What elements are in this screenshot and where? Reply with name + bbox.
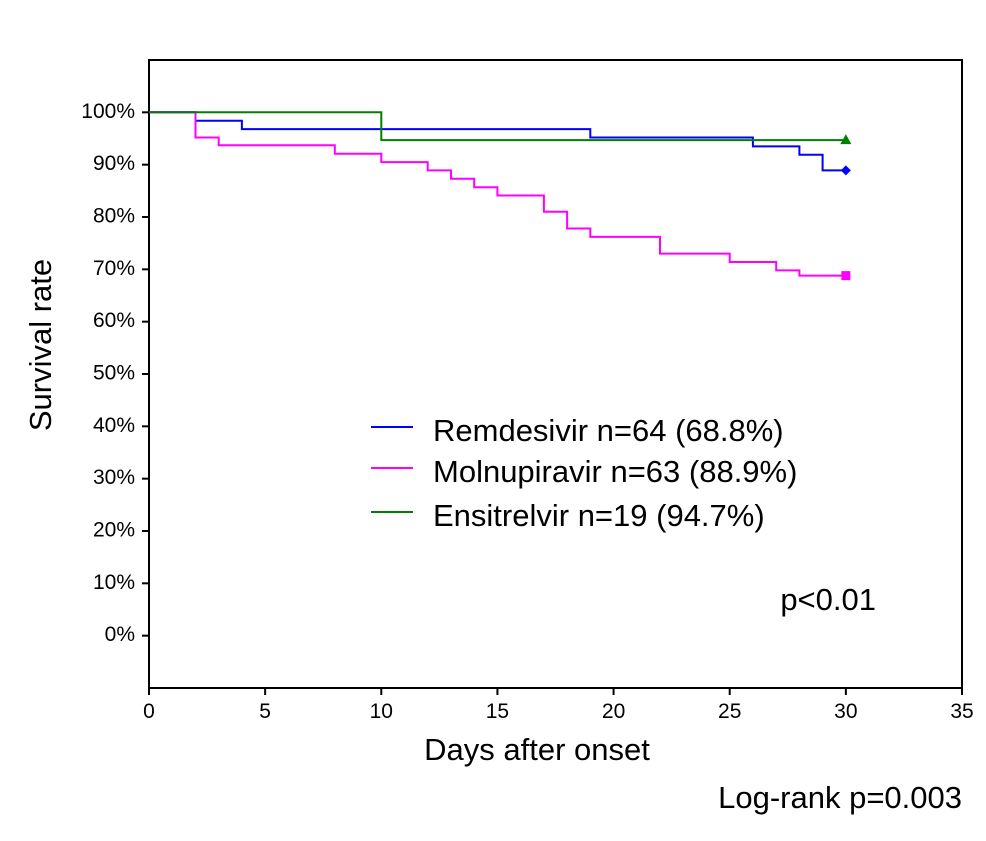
y-tick-label-100: 100% — [81, 100, 135, 123]
legend-label-ensitrelvir: Ensitrelvir n=19 (94.7%) — [433, 498, 765, 533]
y-tick-label-80: 80% — [93, 205, 135, 228]
log-rank-annotation: Log-rank p=0.003 — [718, 780, 962, 815]
legend-label-molnupiravir: Molnupiravir n=63 (88.9%) — [433, 454, 797, 489]
series-line-remdesivir — [149, 111, 846, 172]
y-axis-title: Survival rate — [23, 259, 58, 431]
end-marker-molnupiravir — [841, 271, 851, 281]
y-tick-label-90: 90% — [93, 152, 135, 175]
end-marker-ensitrelvir — [840, 134, 852, 145]
p-value-annotation: p<0.01 — [780, 582, 876, 617]
x-tick-label-30: 30 — [834, 700, 857, 723]
y-tick-label-20: 20% — [93, 519, 135, 542]
x-tick-label-15: 15 — [486, 700, 509, 723]
y-tick-label-10: 10% — [93, 571, 135, 594]
y-tick-label-0: 0% — [105, 623, 135, 646]
x-tick-label-0: 0 — [143, 700, 155, 723]
series-layer — [149, 111, 846, 277]
x-tick-label-35: 35 — [950, 700, 973, 723]
y-tick-label-40: 40% — [93, 414, 135, 437]
series-line-molnupiravir — [149, 111, 846, 277]
y-tick-label-30: 30% — [93, 466, 135, 489]
x-axis-ticks: 0 5 10 15 20 25 30 35 — [143, 688, 974, 723]
end-markers — [840, 134, 852, 281]
series-line-ensitrelvir — [149, 111, 846, 142]
end-marker-remdesivir — [840, 165, 851, 176]
y-axis-ticks: 100% 90% 80% 70% 60% 50% 40% 30% 20% 10% 0% — [81, 100, 149, 646]
x-axis-title: Days after onset — [424, 732, 650, 767]
x-tick-label-5: 5 — [259, 700, 271, 723]
legend: Remdesivir n=64 (68.8%) Molnupiravir n=6… — [371, 413, 797, 533]
y-tick-label-60: 60% — [93, 309, 135, 332]
x-tick-label-25: 25 — [718, 700, 741, 723]
x-tick-label-20: 20 — [602, 700, 625, 723]
y-tick-label-50: 50% — [93, 362, 135, 385]
legend-label-remdesivir: Remdesivir n=64 (68.8%) — [433, 413, 784, 448]
y-tick-label-70: 70% — [93, 257, 135, 280]
x-tick-label-10: 10 — [370, 700, 393, 723]
